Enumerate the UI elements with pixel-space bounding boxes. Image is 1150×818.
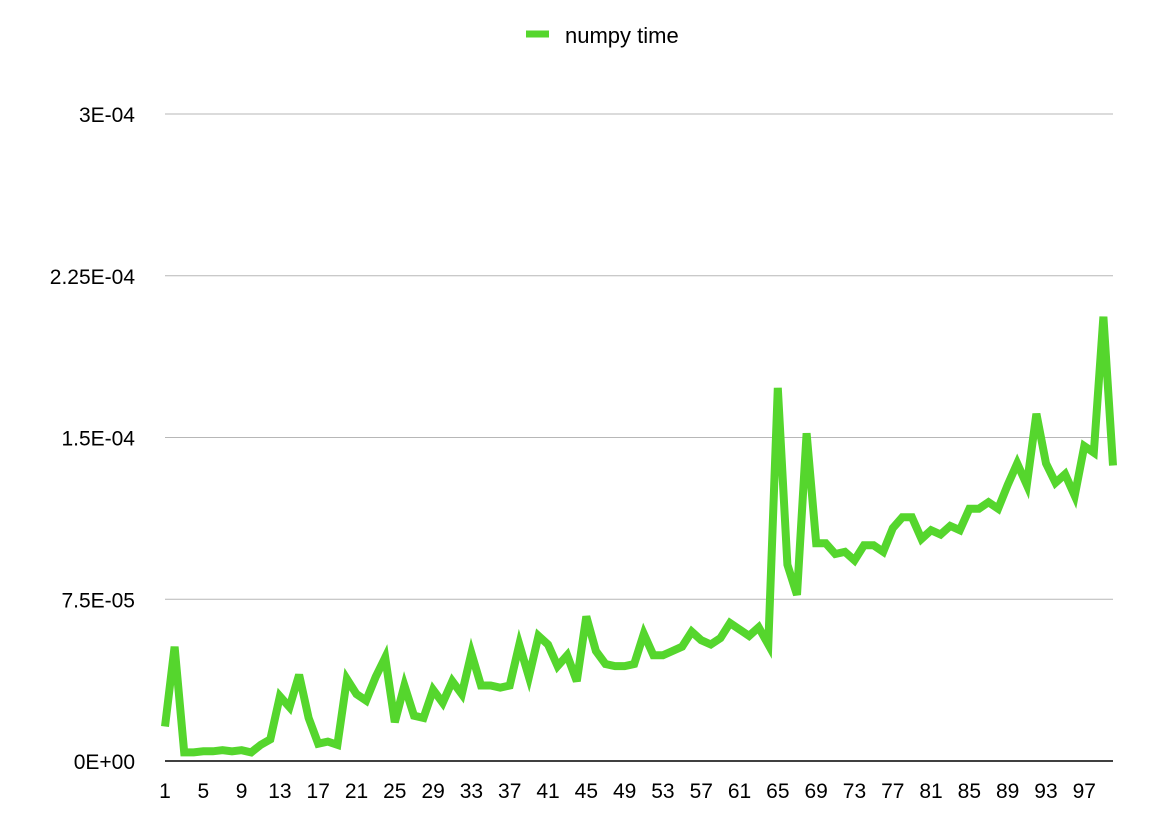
data-points bbox=[164, 316, 1114, 753]
y-axis-tick-labels: 0E+00 7.5E-05 1.5E-04 2.25E-04 3E-04 bbox=[50, 104, 136, 774]
x-tick-label: 29 bbox=[421, 780, 444, 803]
legend-label-numpy-time: numpy time bbox=[565, 23, 679, 48]
y-tick-label: 0E+00 bbox=[74, 751, 135, 774]
gridlines bbox=[165, 113, 1113, 600]
x-tick-label: 93 bbox=[1034, 780, 1057, 803]
x-tick-label: 53 bbox=[651, 780, 674, 803]
x-tick-label: 61 bbox=[728, 780, 751, 803]
x-tick-label: 89 bbox=[996, 780, 1019, 803]
x-tick-label: 9 bbox=[236, 780, 248, 803]
x-tick-label: 77 bbox=[881, 780, 904, 803]
x-tick-label: 13 bbox=[268, 780, 291, 803]
x-tick-label: 65 bbox=[766, 780, 789, 803]
y-tick-label: 2.25E-04 bbox=[50, 266, 136, 289]
x-tick-label: 97 bbox=[1073, 780, 1096, 803]
x-tick-label: 45 bbox=[575, 780, 598, 803]
x-tick-label: 1 bbox=[159, 780, 171, 803]
x-tick-label: 73 bbox=[843, 780, 866, 803]
legend: numpy time bbox=[526, 23, 679, 48]
y-tick-label: 1.5E-04 bbox=[61, 428, 135, 451]
x-tick-label: 41 bbox=[536, 780, 559, 803]
series-line-numpy-time bbox=[161, 316, 1117, 757]
x-tick-label: 37 bbox=[498, 780, 521, 803]
y-tick-label: 3E-04 bbox=[79, 104, 135, 127]
x-tick-label: 85 bbox=[958, 780, 981, 803]
x-tick-label: 17 bbox=[307, 780, 330, 803]
x-tick-label: 33 bbox=[460, 780, 483, 803]
y-tick-label: 7.5E-05 bbox=[61, 589, 135, 612]
x-tick-label: 69 bbox=[804, 780, 827, 803]
x-tick-label: 49 bbox=[613, 780, 636, 803]
x-tick-label: 57 bbox=[690, 780, 713, 803]
x-tick-label: 5 bbox=[197, 780, 209, 803]
x-axis-tick-labels: 1 5 9 13 17 21 25 29 33 37 41 45 49 53 57 61 65 69 73 77 81 8… bbox=[159, 780, 1096, 803]
x-tick-label: 25 bbox=[383, 780, 406, 803]
x-tick-label: 21 bbox=[345, 780, 368, 803]
x-tick-label: 81 bbox=[919, 780, 942, 803]
